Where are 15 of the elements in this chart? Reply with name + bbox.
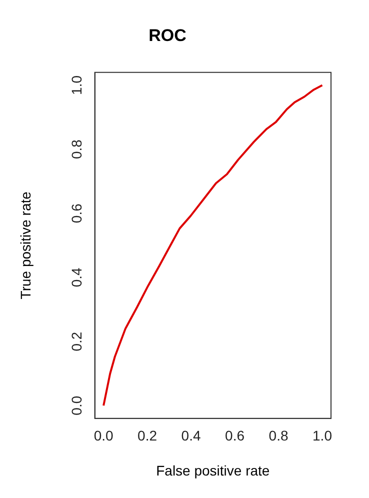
y-tick-label: 0.0	[68, 396, 85, 416]
y-axis-title: True positive rate	[17, 191, 34, 300]
x-tick-label: 1.0	[312, 428, 332, 444]
x-tick-label: 0.4	[181, 428, 201, 444]
y-tick-label: 1.0	[68, 75, 85, 95]
y-tick-label: 0.8	[68, 139, 85, 160]
y-tick-label: 0.6	[68, 203, 85, 224]
x-tick-label: 0.0	[94, 428, 114, 444]
y-tick-label: 0.2	[68, 332, 85, 352]
x-tick-label: 0.6	[225, 428, 245, 444]
x-tick-label: 0.2	[138, 428, 158, 444]
x-axis-title: False positive rate	[156, 462, 270, 478]
y-tick-label: 0.4	[68, 267, 85, 288]
x-tick-label: 0.8	[268, 428, 288, 444]
chart-title: ROC	[148, 26, 186, 45]
